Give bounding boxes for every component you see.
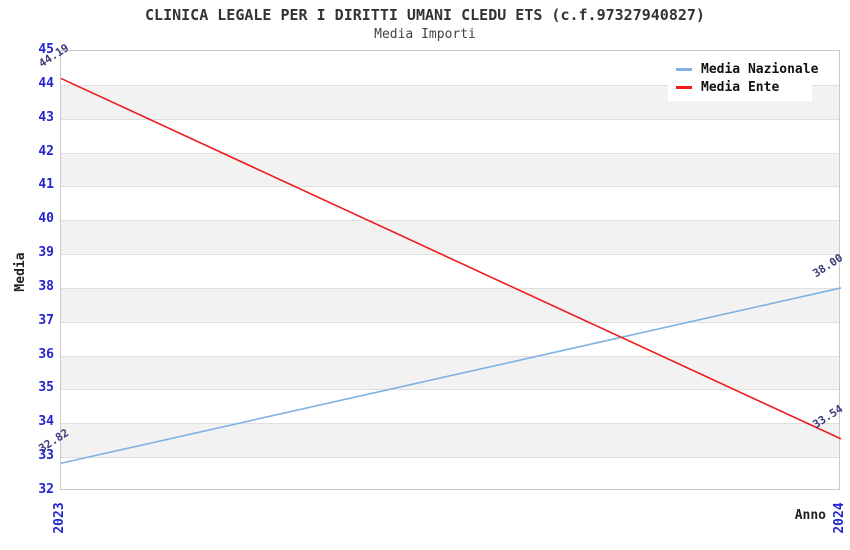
y-tick-label: 37 [38, 312, 54, 328]
series-lines-svg [60, 77, 842, 465]
chart-title: CLINICA LEGALE PER I DIRITTI UMANI CLEDU… [145, 6, 705, 24]
x-axis-title: Anno [794, 508, 826, 523]
y-tick-label: 36 [38, 346, 54, 362]
x-tick-label: 2024 [832, 502, 847, 534]
y-tick-label: 34 [38, 414, 54, 430]
y-tick-label: 43 [38, 109, 54, 125]
x-tick-label: 2023 [52, 502, 67, 534]
legend-item-media-ente: Media Ente [676, 78, 806, 96]
legend-label-media-ente: Media Ente [701, 79, 780, 95]
line-swatch-media-nazionale [676, 67, 692, 71]
y-tick-label: 44 [38, 75, 54, 91]
plot-band [61, 457, 839, 492]
plot-band [61, 220, 839, 256]
plot-band [61, 423, 839, 459]
series-line-media-nazionale [60, 287, 842, 465]
legend-label-media-nazionale: Media Nazionale [701, 61, 819, 77]
plot-band [61, 152, 839, 188]
plot-band [61, 355, 839, 391]
y-tick-label: 45 [38, 42, 54, 57]
plot-band [61, 389, 839, 424]
plot-band [61, 321, 839, 357]
plot-area [60, 50, 842, 492]
y-tick-label: 42 [38, 143, 54, 159]
series-line-media-ente [60, 77, 842, 440]
plot-band [61, 254, 839, 289]
legend: Media Nazionale Media Ente [668, 55, 818, 101]
y-tick-label: 40 [38, 211, 54, 227]
y-tick-label: 38 [38, 278, 54, 294]
legend-item-media-nazionale: Media Nazionale [676, 60, 818, 78]
line-swatch-media-ente [676, 85, 692, 89]
y-axis-title: Media [13, 252, 28, 292]
y-tick-label: 39 [38, 245, 54, 261]
y-tick-label: 35 [38, 380, 54, 396]
chart-subtitle: Media Importi [374, 27, 476, 42]
plot-band [61, 186, 839, 221]
y-tick-label: 32 [38, 482, 54, 497]
y-tick-label: 41 [38, 177, 54, 193]
plot-band [61, 118, 839, 154]
y-tick-label: 33 [38, 448, 54, 464]
